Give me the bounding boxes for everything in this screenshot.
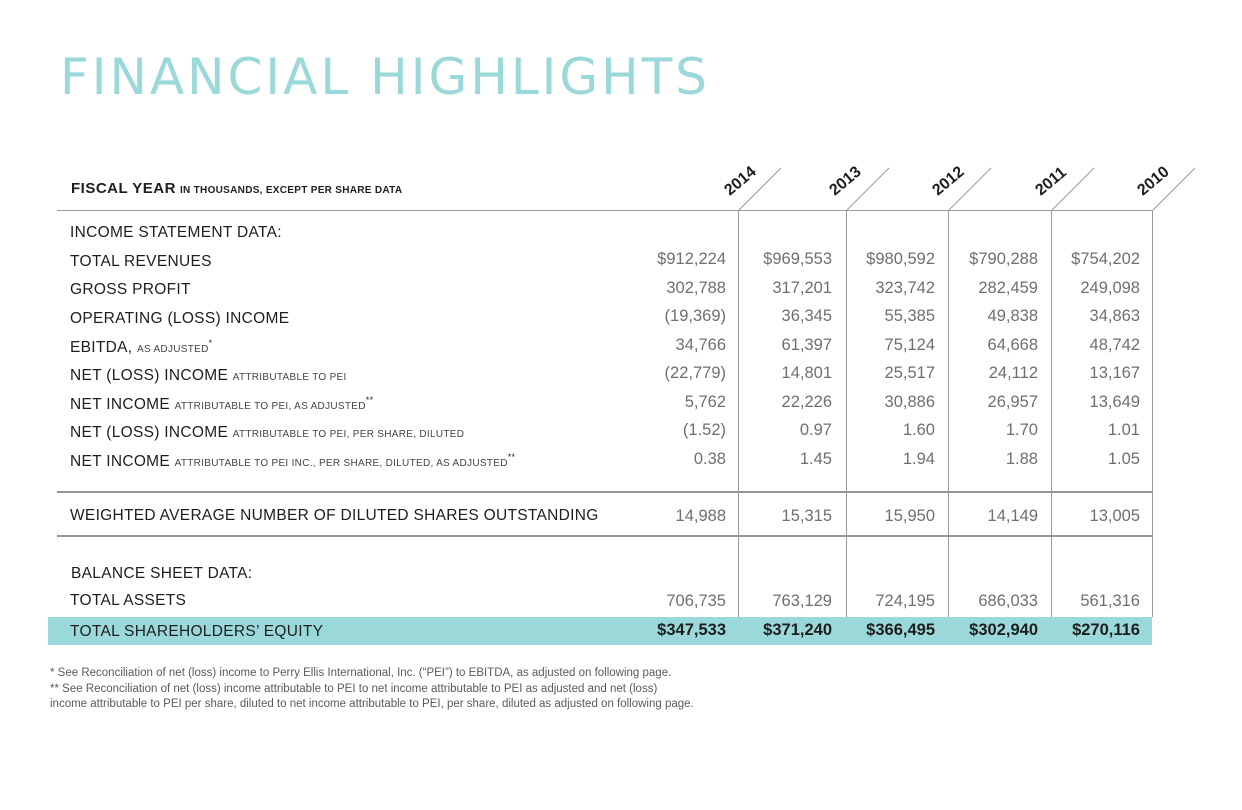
cell-row5-2013: 14,801 [781,364,832,382]
cell-row6-2011: 26,957 [987,393,1038,411]
cell-equity-2011: $302,940 [969,621,1038,639]
cell-row6-2014: 5,762 [684,393,726,411]
fiscal-year-header: FISCAL YEAR IN THOUSANDS, EXCEPT PER SHAR… [71,180,402,197]
cell-row2-2011: 282,459 [978,279,1038,297]
row-label-total-revenues: TOTAL REVENUES [70,253,212,270]
cell-row8-2011: 1.88 [1005,450,1038,468]
row-label-ebitda: EBITDA, AS ADJUSTED* [70,338,213,357]
row-label-net-income-per-share-adjusted: NET INCOME ATTRIBUTABLE TO PEI INC., PER… [70,452,516,471]
cell-assets-2010: 561,316 [1080,592,1140,610]
cell-row7-2013: 0.97 [799,421,832,439]
cell-shares-2010: 13,005 [1089,507,1140,525]
cell-shares-2012: 15,950 [884,507,935,525]
cell-row8-2013: 1.45 [799,450,832,468]
row-label-net-loss-income-per-share: NET (LOSS) INCOME ATTRIBUTABLE TO PEI, P… [70,424,465,441]
cell-row5-2014: (22,779) [664,364,726,382]
cell-row3-2013: 36,345 [781,307,832,325]
cell-shares-2014: 14,988 [675,507,726,525]
row-label-total-equity: TOTAL SHAREHOLDERS’ EQUITY [70,623,324,640]
cell-assets-2014: 706,735 [666,592,726,610]
cell-row6-2012: 30,886 [884,393,935,411]
income-statement-heading: INCOME STATEMENT DATA: [70,224,282,241]
page-title: FINANCIAL HIGHLIGHTS [60,48,711,106]
row-label-weighted-shares: WEIGHTED AVERAGE NUMBER OF DILUTED SHARE… [70,507,599,524]
cell-shares-2013: 15,315 [781,507,832,525]
footnote-2: ** See Reconciliation of net (loss) inco… [50,683,658,695]
fiscal-year-note: IN THOUSANDS, EXCEPT PER SHARE DATA [179,185,403,196]
cell-row7-2010: 1.01 [1107,421,1140,439]
year-divider-2 [845,167,890,212]
cell-row7-2014: (1.52) [682,421,726,439]
row-label-total-assets: TOTAL ASSETS [70,592,187,609]
cell-row2-2013: 317,201 [772,279,832,297]
cell-row5-2010: 13,167 [1089,364,1140,382]
cell-row6-2010: 13,649 [1089,393,1140,411]
cell-assets-2012: 724,195 [875,592,935,610]
cell-row4-2014: 34,766 [675,336,726,354]
cell-row4-2013: 61,397 [781,336,832,354]
cell-row1-2013: $969,553 [763,250,832,268]
cell-row6-2013: 22,226 [781,393,832,411]
cell-equity-2010: $270,116 [1072,621,1140,639]
cell-row3-2012: 55,385 [884,307,935,325]
cell-row1-2012: $980,592 [866,250,935,268]
year-divider-4 [1050,167,1095,212]
year-divider-1 [737,167,782,212]
footnote-3: income attributable to PEI per share, di… [50,698,694,710]
cell-row3-2014: (19,369) [664,307,726,325]
cell-shares-2011: 14,149 [987,507,1038,525]
cell-row4-2012: 75,124 [884,336,935,354]
row-label-net-income-adjusted: NET INCOME ATTRIBUTABLE TO PEI, AS ADJUS… [70,395,374,414]
equity-row-highlight [48,617,1152,645]
cell-row8-2014: 0.38 [693,450,726,468]
balance-sheet-heading: BALANCE SHEET DATA: [71,565,253,582]
cell-row7-2011: 1.70 [1005,421,1038,439]
cell-row5-2012: 25,517 [884,364,935,382]
cell-row7-2012: 1.60 [902,421,935,439]
cell-row1-2011: $790,288 [969,250,1038,268]
cell-row2-2012: 323,742 [875,279,935,297]
cell-row4-2010: 48,742 [1089,336,1140,354]
row-label-net-loss-income: NET (LOSS) INCOME ATTRIBUTABLE TO PEI [70,367,347,384]
row-label-gross-profit: GROSS PROFIT [70,281,191,298]
cell-equity-2013: $371,240 [763,621,832,639]
footnote-1: * See Reconciliation of net (loss) incom… [50,667,672,679]
cell-row8-2012: 1.94 [902,450,935,468]
cell-row3-2010: 34,863 [1089,307,1140,325]
year-divider-5 [1151,167,1196,212]
row-label-operating-income: OPERATING (LOSS) INCOME [70,310,290,327]
cell-row4-2011: 64,668 [987,336,1038,354]
year-divider-3 [947,167,992,212]
cell-row5-2011: 24,112 [988,364,1038,382]
cell-row8-2010: 1.05 [1107,450,1140,468]
cell-row3-2011: 49,838 [987,307,1038,325]
cell-assets-2011: 686,033 [978,592,1038,610]
cell-row1-2010: $754,202 [1071,250,1140,268]
cell-row2-2014: 302,788 [666,279,726,297]
fiscal-year-label: FISCAL YEAR [71,180,176,197]
cell-row2-2010: 249,098 [1080,279,1140,297]
cell-row1-2014: $912,224 [657,250,726,268]
cell-assets-2013: 763,129 [772,592,832,610]
cell-equity-2014: $347,533 [657,621,726,639]
cell-equity-2012: $366,495 [866,621,935,639]
